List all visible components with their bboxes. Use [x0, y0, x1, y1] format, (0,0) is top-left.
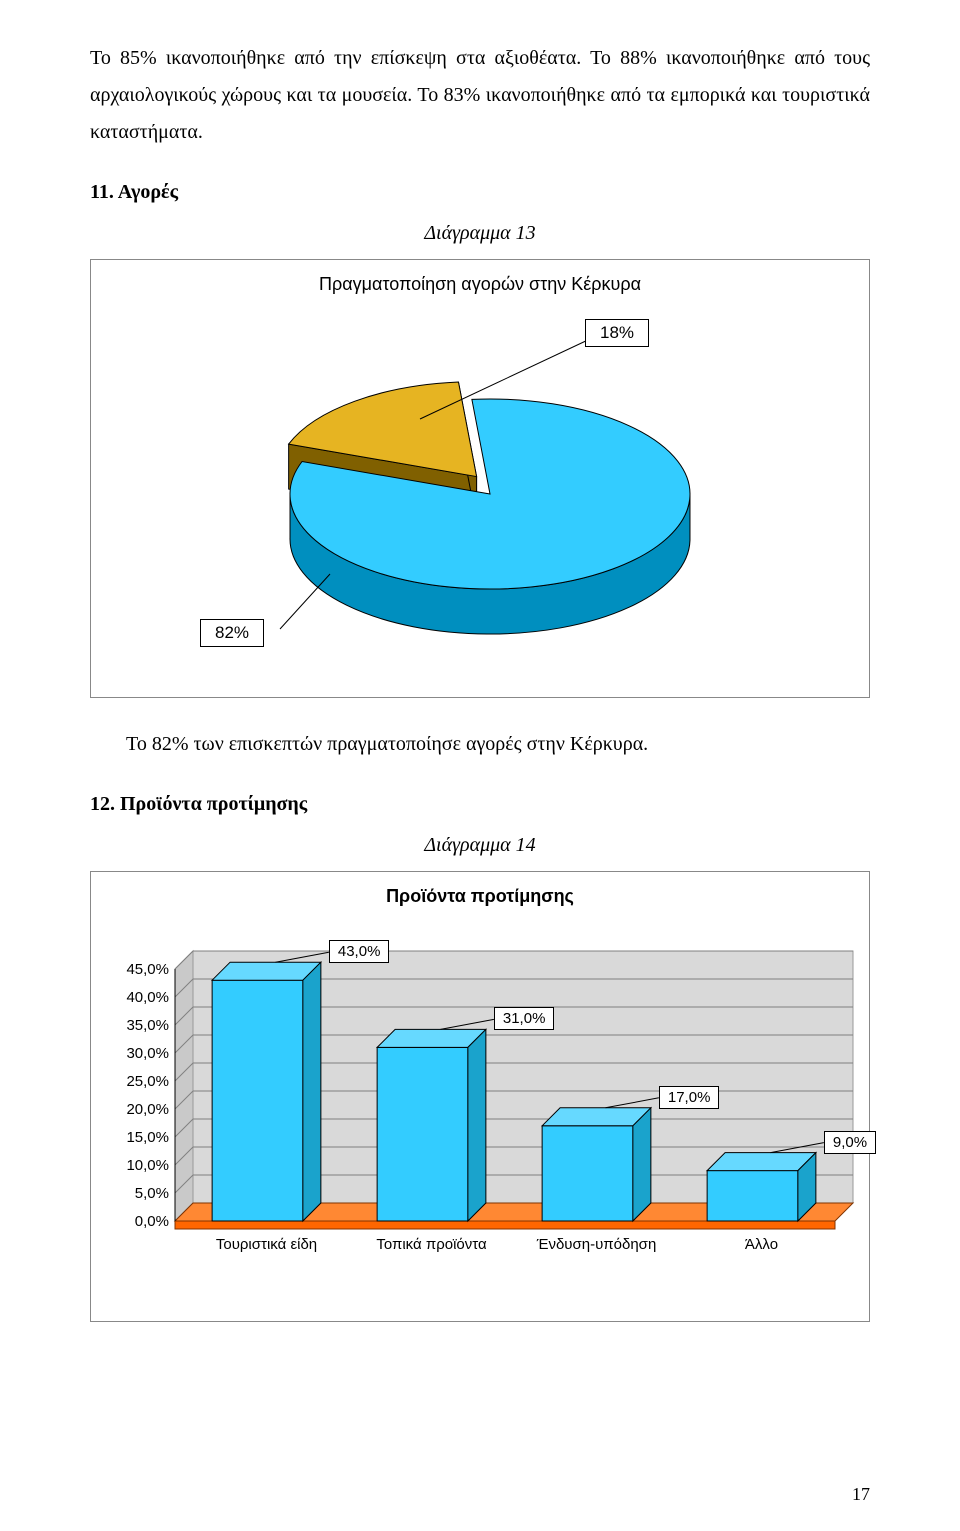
svg-text:10,0%: 10,0%: [126, 1157, 169, 1174]
svg-text:Τουριστικά είδη: Τουριστικά είδη: [216, 1236, 317, 1253]
pie-chart-frame: Πραγματοποίηση αγορών στην Κέρκυρα 18% 8…: [90, 259, 870, 698]
bar-chart-title: Προϊόντα προτίμησης: [105, 886, 855, 907]
svg-text:Ένδυση-υπόδηση: Ένδυση-υπόδηση: [536, 1236, 657, 1253]
pie-slice-label-18: 18%: [585, 319, 649, 347]
section-11-heading: 11. Αγορές: [90, 181, 870, 204]
pie-chart-area: 18% 82%: [105, 319, 855, 679]
bar-chart-svg: 0,0% 5,0% 10,0% 15,0% 20,0% 25,0% 30,0% 35,0% 40…: [105, 931, 855, 1261]
svg-text:45,0%: 45,0%: [126, 961, 169, 978]
bar-chart-frame: Προϊόντα προτίμησης 0,0% 5,0% 10,0% 15,0% 20…: [90, 871, 870, 1322]
svg-text:30,0%: 30,0%: [126, 1045, 169, 1062]
page-number: 17: [852, 1484, 870, 1505]
pie-chart-svg: [120, 319, 840, 649]
svg-text:15,0%: 15,0%: [126, 1129, 169, 1146]
intro-paragraph: Το 85% ικανοποιήθηκε από την επίσκεψη στ…: [90, 40, 870, 151]
bar-value-label: 9,0%: [824, 1131, 876, 1154]
diagram-13-label: Διάγραμμα 13: [90, 222, 870, 245]
bar-chart-area: 0,0% 5,0% 10,0% 15,0% 20,0% 25,0% 30,0% 35,0% 40…: [105, 931, 855, 1311]
svg-text:40,0%: 40,0%: [126, 989, 169, 1006]
svg-text:35,0%: 35,0%: [126, 1017, 169, 1034]
section-11-interpretation: Το 82% των επισκεπτών πραγματοποίησε αγο…: [90, 726, 870, 763]
pie-chart-title: Πραγματοποίηση αγορών στην Κέρκυρα: [105, 274, 855, 295]
bar-value-label: 31,0%: [494, 1007, 555, 1030]
svg-text:Τοπικά προϊόντα: Τοπικά προϊόντα: [376, 1236, 487, 1253]
bar-value-label: 17,0%: [659, 1086, 720, 1109]
bar-value-label: 43,0%: [329, 940, 390, 963]
svg-text:20,0%: 20,0%: [126, 1101, 169, 1118]
svg-text:0,0%: 0,0%: [135, 1213, 169, 1230]
section-12-heading: 12. Προϊόντα προτίμησης: [90, 793, 870, 816]
svg-text:5,0%: 5,0%: [135, 1185, 169, 1202]
svg-text:25,0%: 25,0%: [126, 1073, 169, 1090]
diagram-14-label: Διάγραμμα 14: [90, 834, 870, 857]
svg-text:Άλλο: Άλλο: [745, 1236, 778, 1253]
pie-slice-label-82: 82%: [200, 619, 264, 647]
